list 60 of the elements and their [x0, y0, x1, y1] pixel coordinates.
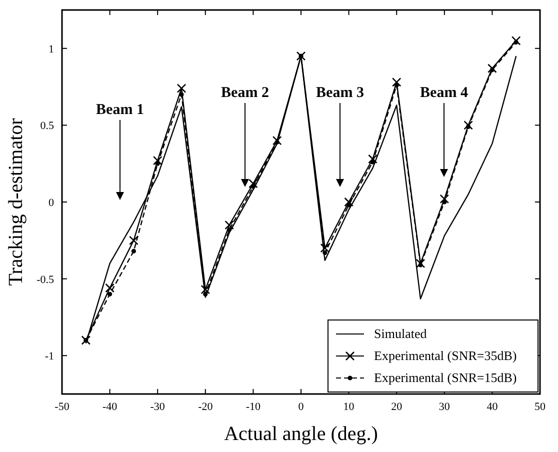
x-tick-label: 0: [298, 401, 304, 413]
annotation: Beam 2: [221, 85, 269, 101]
y-tick-label: 0: [48, 197, 54, 209]
x-tick-label: 50: [534, 401, 546, 413]
point: [440, 194, 450, 204]
point: [274, 140, 280, 144]
x-tick-label: 40: [486, 401, 498, 413]
legend-label: Simulated: [374, 326, 428, 341]
point: [466, 124, 471, 130]
y-tick-label: -1: [44, 350, 54, 363]
point: [514, 40, 518, 45]
point: [81, 336, 91, 345]
point: [296, 51, 306, 61]
legend-label: Experimental (SNR=35dB): [374, 348, 517, 363]
annotation: Beam 3: [316, 85, 364, 101]
point: [152, 156, 162, 166]
point: [344, 197, 354, 207]
x-tick-label: 20: [391, 401, 403, 413]
point: [416, 258, 426, 268]
point: [370, 160, 375, 164]
x-axis-title: Actual angle (deg.): [224, 423, 378, 445]
point: [490, 68, 494, 72]
point: [272, 136, 282, 146]
point: [392, 78, 402, 87]
point: [250, 184, 256, 189]
point: [84, 338, 88, 343]
y-tick-label: 0.5: [40, 120, 54, 132]
y-tick-label: -0.5: [36, 274, 54, 286]
annotation: Beam 4: [420, 85, 468, 101]
point: [488, 64, 497, 74]
point: [368, 154, 378, 164]
point: [224, 220, 234, 230]
point: [320, 243, 330, 253]
x-tick-label: -20: [198, 401, 214, 413]
y-tick-label: 1: [48, 43, 54, 56]
x-tick-label: -40: [102, 401, 118, 413]
point: [227, 227, 232, 232]
y-axis-title: Tracking d-estimator: [5, 118, 27, 286]
point: [346, 202, 352, 208]
point: [105, 283, 114, 293]
x-tick-label: -30: [150, 401, 166, 413]
legend-label: Experimental (SNR=15dB): [374, 370, 517, 385]
point: [176, 84, 186, 93]
x-tick-label: -50: [54, 401, 70, 413]
point: [200, 284, 210, 294]
x-tick-label: -10: [246, 401, 262, 413]
x-tick-label: 10: [343, 401, 355, 413]
annotation: Beam 1: [96, 102, 144, 118]
point: [155, 161, 160, 166]
point: [129, 236, 138, 246]
point: [418, 262, 423, 268]
point: [464, 120, 473, 130]
point: [203, 292, 208, 296]
point: [179, 92, 184, 97]
point: [108, 292, 112, 296]
x-tick-label: 30: [438, 401, 450, 413]
point: [511, 36, 521, 46]
point: [131, 248, 136, 254]
point: [248, 178, 258, 188]
point: [322, 250, 328, 255]
